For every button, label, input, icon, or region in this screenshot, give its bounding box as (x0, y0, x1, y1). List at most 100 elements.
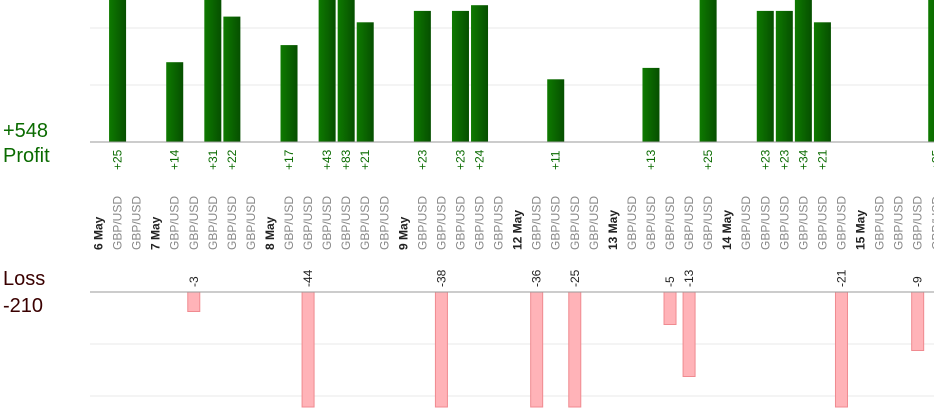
profit-bar (356, 22, 374, 142)
symbol-label: GBP/USD (434, 196, 448, 250)
symbol-label: GBP/USD (225, 196, 239, 250)
profit-value-label: +21 (815, 149, 829, 170)
symbol-label: GBP/USD (682, 196, 696, 250)
symbol-label: GBP/USD (358, 196, 372, 250)
profit-value-label: +34 (796, 149, 810, 170)
loss-bar (434, 291, 448, 408)
loss-value-label: -9 (911, 276, 925, 287)
date-label: 14 May (720, 210, 734, 250)
loss-bar (663, 291, 677, 325)
symbol-label: GBP/USD (892, 196, 906, 250)
symbol-label: GBP/USD (911, 196, 925, 250)
date-label: 6 May (92, 216, 106, 250)
symbol-label: GBP/USD (130, 196, 144, 250)
symbol-label: GBP/USD (930, 196, 934, 250)
symbol-label: GBP/USD (796, 196, 810, 250)
symbol-label: GBP/USD (282, 196, 296, 250)
date-label: 13 May (606, 210, 620, 250)
profit-value-label: +83 (339, 149, 353, 170)
symbol-label: GBP/USD (473, 196, 487, 250)
symbol-label: GBP/USD (492, 196, 506, 250)
profit-bar (109, 0, 127, 142)
symbol-label: GBP/USD (663, 196, 677, 250)
symbol-label: GBP/USD (815, 196, 829, 250)
profit-bar (337, 0, 355, 142)
symbol-label: GBP/USD (453, 196, 467, 250)
loss-total: -210 (3, 295, 44, 317)
profit-bar (699, 0, 717, 142)
loss-value-label: -21 (834, 269, 848, 287)
date-label: 9 May (396, 216, 410, 250)
profit-bar (928, 0, 934, 142)
profit-bar (413, 10, 431, 143)
profit-value-label: +21 (358, 149, 372, 170)
profit-bar (775, 10, 793, 143)
symbol-label: GBP/USD (111, 196, 125, 250)
symbol-label: GBP/USD (320, 196, 334, 250)
loss-label: Loss (3, 268, 46, 290)
symbol-label: GBP/USD (701, 196, 715, 250)
profit-bar (318, 0, 336, 142)
loss-bar (530, 291, 544, 408)
symbol-label: GBP/USD (758, 196, 772, 250)
profit-value-label: +14 (168, 149, 182, 170)
profit-bar (756, 10, 774, 143)
symbol-label: GBP/USD (644, 196, 658, 250)
profit-value-label: +23 (453, 149, 467, 170)
profit-value-label: +25 (111, 149, 125, 170)
loss-value-label: -38 (434, 269, 448, 287)
loss-value-label: -36 (530, 269, 544, 287)
profit-value-label: +25 (701, 149, 715, 170)
symbol-label: GBP/USD (777, 196, 791, 250)
profit-value-label: +31 (206, 149, 220, 170)
profit-bar (642, 67, 660, 142)
profit-value-label: +23 (777, 149, 791, 170)
loss-value-label: -25 (568, 269, 582, 287)
profit-value-label: +17 (282, 149, 296, 170)
profit-bar (223, 16, 241, 143)
profit-value-label: +13 (644, 149, 658, 170)
symbol-label: GBP/USD (530, 196, 544, 250)
loss-bar (187, 291, 201, 312)
symbol-label: GBP/USD (168, 196, 182, 250)
symbol-label: GBP/USD (873, 196, 887, 250)
symbol-label: GBP/USD (206, 196, 220, 250)
profit-bar (794, 0, 812, 142)
loss-bar (301, 291, 315, 408)
profit-label: Profit (3, 145, 50, 167)
date-label: 15 May (854, 210, 868, 250)
profit-bar (471, 5, 489, 143)
date-label: 12 May (511, 210, 525, 250)
symbol-label: GBP/USD (301, 196, 315, 250)
loss-bar (834, 291, 848, 408)
profit-bar (204, 0, 222, 142)
symbol-label: GBP/USD (415, 196, 429, 250)
profit-bar (451, 10, 469, 143)
date-label: 7 May (149, 216, 163, 250)
profit-value-label: +24 (473, 149, 487, 170)
symbol-label: GBP/USD (739, 196, 753, 250)
symbol-label: GBP/USD (568, 196, 582, 250)
loss-value-label: -13 (682, 269, 696, 287)
loss-value-label: -44 (301, 269, 315, 287)
profit-bar (166, 62, 184, 143)
loss-bar (568, 291, 582, 408)
profit-value-label: +23 (758, 149, 772, 170)
loss-bar (682, 291, 696, 377)
symbol-label: GBP/USD (244, 196, 258, 250)
profit-bar (280, 45, 298, 142)
symbol-label: GBP/USD (339, 196, 353, 250)
profit-value-label: +22 (225, 149, 239, 170)
symbol-label: GBP/USD (377, 196, 391, 250)
symbol-label: GBP/USD (834, 196, 848, 250)
profit-total: +548 (3, 120, 49, 142)
profit-value-label: +11 (549, 150, 563, 170)
loss-value-label: -3 (187, 276, 201, 287)
symbol-label: GBP/USD (549, 196, 563, 250)
date-label: 8 May (263, 216, 277, 250)
profit-bar (547, 79, 565, 142)
profit-value-label: +43 (320, 149, 334, 170)
loss-bar (911, 291, 925, 351)
symbol-label: GBP/USD (587, 196, 601, 250)
